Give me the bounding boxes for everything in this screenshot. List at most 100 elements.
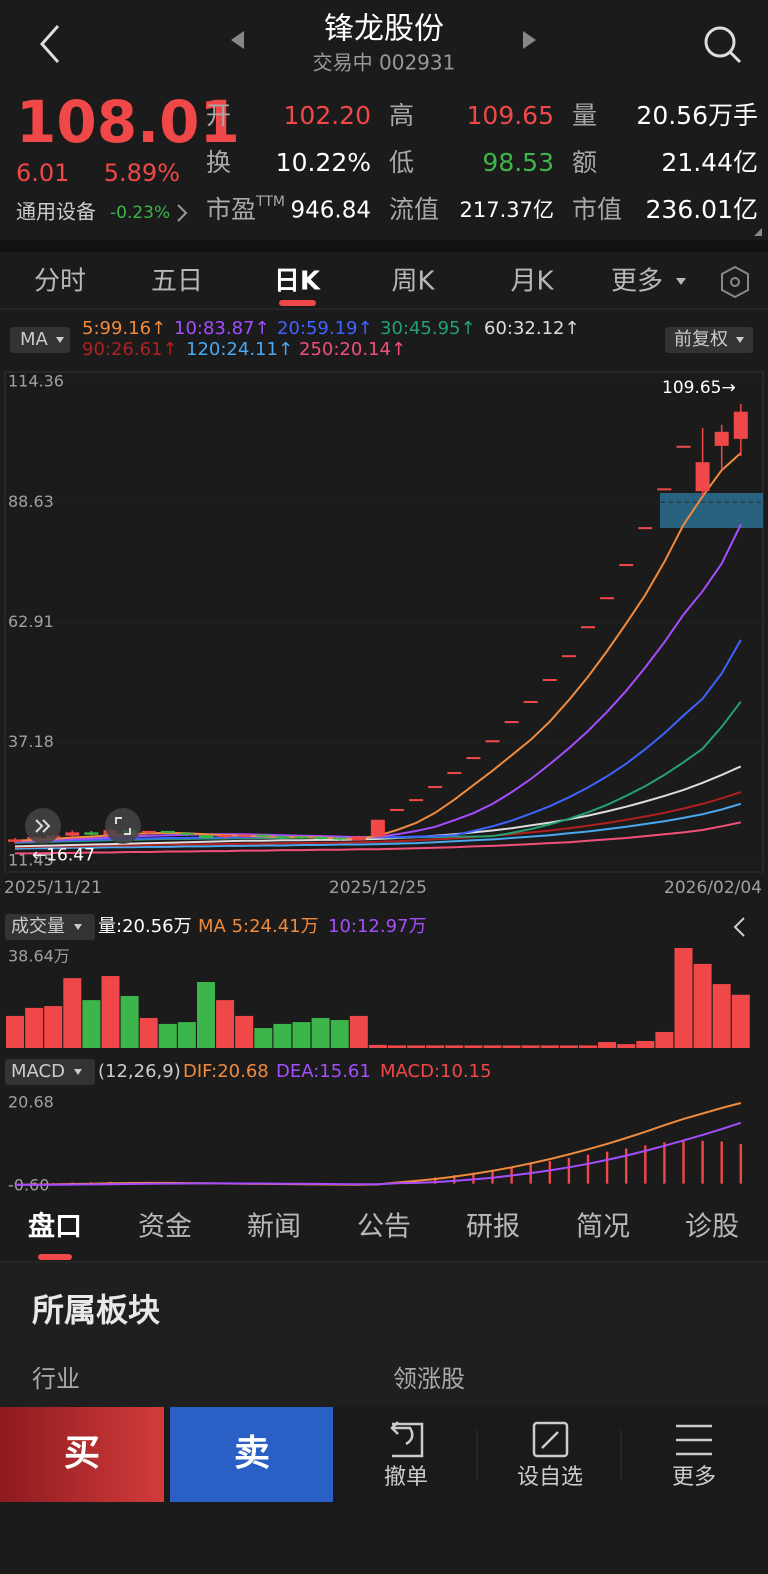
macd-bar [567,1157,571,1184]
macd-line [15,1121,742,1186]
more-icon[interactable] [676,1424,712,1456]
candle-body [447,772,462,775]
sector-name[interactable]: 通用设备 [16,200,96,224]
period-tab[interactable]: 月K [510,267,554,297]
stock-title: 锋龙股份 [324,12,444,47]
macd-selector[interactable] [5,1059,95,1085]
price-change-pct: 5.89% [104,159,180,187]
period-tab[interactable]: 周K [391,267,435,297]
macd-title: MACD [11,1061,65,1082]
watch-icon[interactable] [532,1421,569,1458]
ma-selector-text: MA [20,329,49,350]
volume-bar [235,1015,254,1048]
macd-bar [625,1148,628,1184]
min-marker: ←16.47 [32,846,95,866]
detail-tab[interactable]: 简况 [576,1212,630,1243]
candle-body [294,836,309,839]
volume-selector[interactable] [5,914,95,940]
sell-label: 卖 [234,1433,270,1474]
settings-button[interactable] [721,265,749,299]
adjust-selector[interactable] [665,327,753,353]
volume-bar [311,1017,330,1048]
volume-bar [101,976,120,1048]
detail-tab[interactable]: 新闻 [247,1212,301,1243]
quote-value: 10.22% [276,148,371,177]
dropdown-arrow [56,337,64,343]
ma-selector[interactable] [10,327,70,353]
volume-bar [330,1020,349,1048]
candle-body [714,431,729,446]
dropdown-arrow [676,278,686,285]
y-tick-label: 20.68 [8,1093,54,1112]
detail-tab[interactable]: 诊股 [685,1212,739,1243]
ma-line [14,802,742,850]
quote-label: 高 [389,101,414,130]
more-label[interactable]: 更多 [672,1465,716,1490]
quote-value: 236.01亿 [646,195,758,224]
candle-body [523,700,538,703]
candle-body [733,411,748,439]
detail-tab[interactable]: 公告 [357,1212,411,1243]
quote-label: 量 [572,101,597,130]
macd-bar [682,1140,685,1184]
period-tab-active[interactable]: 日K [274,267,321,297]
buy-button[interactable] [0,1407,164,1502]
ma-legend: 20:59.19↑ [277,318,373,339]
candle-body [657,488,672,491]
quote-value: 21.44亿 [661,148,758,177]
volume-bar [44,1006,63,1048]
quote-label: 开 [206,101,231,130]
max-marker: 109.65→ [662,378,736,398]
ma-legend: 30:45.95↑ [380,318,476,339]
period-tab[interactable]: 五日 [151,267,203,297]
volume-bar [82,1000,101,1048]
section-column: 领涨股 [393,1365,465,1393]
fullscreen-button[interactable] [105,808,141,844]
search-button[interactable] [704,26,742,64]
candle-body [428,786,443,789]
volume-bar [731,994,750,1048]
watch-label[interactable]: 设自选 [517,1465,583,1490]
detail-tab[interactable]: 资金 [138,1212,192,1243]
prev-stock[interactable] [231,31,244,49]
quote-value: 946.84 [291,198,371,224]
detail-tab[interactable]: 研报 [466,1212,520,1243]
candle-body [504,721,519,724]
macd-bar [720,1141,723,1184]
corner-mark [754,228,762,236]
period-tab[interactable]: 更多 [611,267,663,297]
collapse-button[interactable] [733,917,745,937]
detail-tab-active[interactable]: 盘口 [28,1211,82,1243]
volume-bar [6,1015,24,1048]
sell-button[interactable] [170,1407,333,1502]
y-tick-label: 114.36 [8,372,64,391]
volume-bar [368,1044,387,1048]
volume-bar [25,1007,44,1048]
expand-icon [35,819,51,833]
last-price: 108.01 [16,88,240,156]
ma-legend: 5:99.16↑ [82,318,166,339]
quote-value: 102.20 [284,101,371,130]
quote-value: 109.65 [467,101,554,130]
volume-legend: 10:12.97万 [328,916,427,937]
ma-line [14,765,742,848]
cancel-icon[interactable] [390,1421,424,1458]
tab-underline [38,1254,72,1260]
candle-body [160,830,175,833]
section-background [0,1263,768,1407]
volume-bar [273,1023,292,1048]
next-stock[interactable] [523,31,536,49]
macd-bar [434,1177,437,1184]
sector-arrow[interactable] [177,204,188,222]
price-change: 6.01 [16,159,69,187]
quote-value: 20.56万手 [636,101,758,130]
cancel-label[interactable]: 撤单 [384,1465,428,1490]
back-button[interactable] [39,25,60,63]
volume-bar [216,1000,235,1048]
settings-button-dot [730,277,740,287]
ma-legend: 60:32.12↑ [484,318,580,339]
candle-body [351,836,366,841]
ma-line [14,791,742,849]
period-tab[interactable]: 分时 [34,267,86,297]
candle-body [332,837,347,840]
